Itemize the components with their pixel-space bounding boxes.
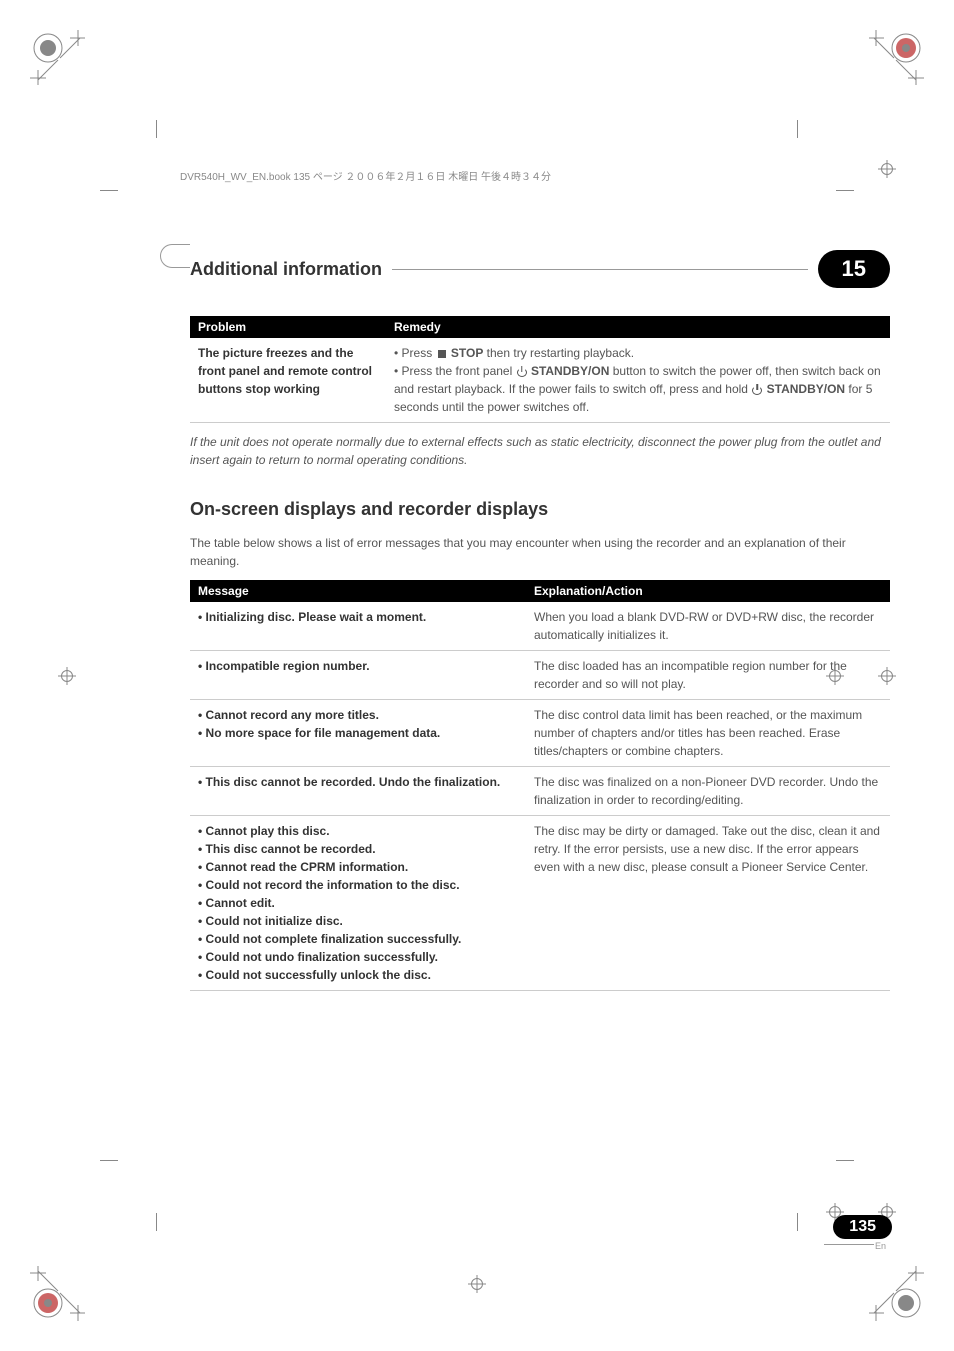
chapter-badge: 15 xyxy=(818,250,890,288)
registration-mark xyxy=(878,160,896,178)
message-cell: • Initializing disc. Please wait a momen… xyxy=(190,602,526,651)
crop-tick xyxy=(100,1160,118,1161)
crop-tick xyxy=(100,190,118,191)
section-title: On-screen displays and recorder displays xyxy=(190,499,890,520)
power-icon xyxy=(752,385,762,395)
page-number: 135 xyxy=(833,1215,892,1239)
registration-mark xyxy=(58,667,76,685)
header-curve xyxy=(160,244,190,268)
message-cell: • This disc cannot be recorded. Undo the… xyxy=(190,767,526,816)
table-row: • Incompatible region number. The disc l… xyxy=(190,651,890,700)
crop-tick xyxy=(156,1213,157,1231)
header-title: Additional information xyxy=(190,259,382,280)
header-divider xyxy=(392,269,808,270)
power-icon xyxy=(517,367,527,377)
message-table: Message Explanation/Action • Initializin… xyxy=(190,580,890,991)
explanation-cell: The disc was finalized on a non-Pioneer … xyxy=(526,767,890,816)
note-text: If the unit does not operate normally du… xyxy=(190,433,890,469)
crop-tick xyxy=(836,190,854,191)
explanation-cell: When you load a blank DVD-RW or DVD+RW d… xyxy=(526,602,890,651)
explanation-cell: The disc may be dirty or damaged. Take o… xyxy=(526,816,890,991)
corner-decoration xyxy=(30,1261,90,1321)
crop-info-text: DVR540H_WV_EN.book 135 ページ ２００６年２月１６日 木曜… xyxy=(180,168,551,183)
table-header: Problem xyxy=(190,316,386,338)
table-row: • Cannot record any more titles. • No mo… xyxy=(190,700,890,767)
table-row: • Cannot play this disc. • This disc can… xyxy=(190,816,890,991)
problem-remedy-table: Problem Remedy The picture freezes and t… xyxy=(190,316,890,423)
table-header: Explanation/Action xyxy=(526,580,890,602)
crop-tick xyxy=(797,1213,798,1231)
section-header: Additional information 15 xyxy=(190,250,890,288)
message-cell: • Cannot record any more titles. • No mo… xyxy=(190,700,526,767)
message-cell: • Incompatible region number. xyxy=(190,651,526,700)
crop-tick xyxy=(836,1160,854,1161)
explanation-cell: The disc control data limit has been rea… xyxy=(526,700,890,767)
table-header: Remedy xyxy=(386,316,890,338)
crop-tick xyxy=(156,120,157,138)
table-row: The picture freezes and the front panel … xyxy=(190,338,890,423)
corner-decoration xyxy=(864,1261,924,1321)
registration-mark xyxy=(468,1275,486,1293)
message-cell: • Cannot play this disc. • This disc can… xyxy=(190,816,526,991)
page-content: Additional information 15 Problem Remedy… xyxy=(190,250,890,991)
table-header: Message xyxy=(190,580,526,602)
explanation-cell: The disc loaded has an incompatible regi… xyxy=(526,651,890,700)
page-language: En xyxy=(833,1241,886,1251)
page-footer: 135 En xyxy=(833,1215,892,1251)
table-row: • This disc cannot be recorded. Undo the… xyxy=(190,767,890,816)
stop-icon xyxy=(438,350,446,358)
table-row: • Initializing disc. Please wait a momen… xyxy=(190,602,890,651)
corner-decoration xyxy=(30,30,90,90)
corner-decoration xyxy=(864,30,924,90)
section-intro: The table below shows a list of error me… xyxy=(190,534,890,570)
remedy-cell: • Press STOP then try restarting playbac… xyxy=(386,338,890,423)
crop-tick xyxy=(797,120,798,138)
problem-cell: The picture freezes and the front panel … xyxy=(190,338,386,423)
